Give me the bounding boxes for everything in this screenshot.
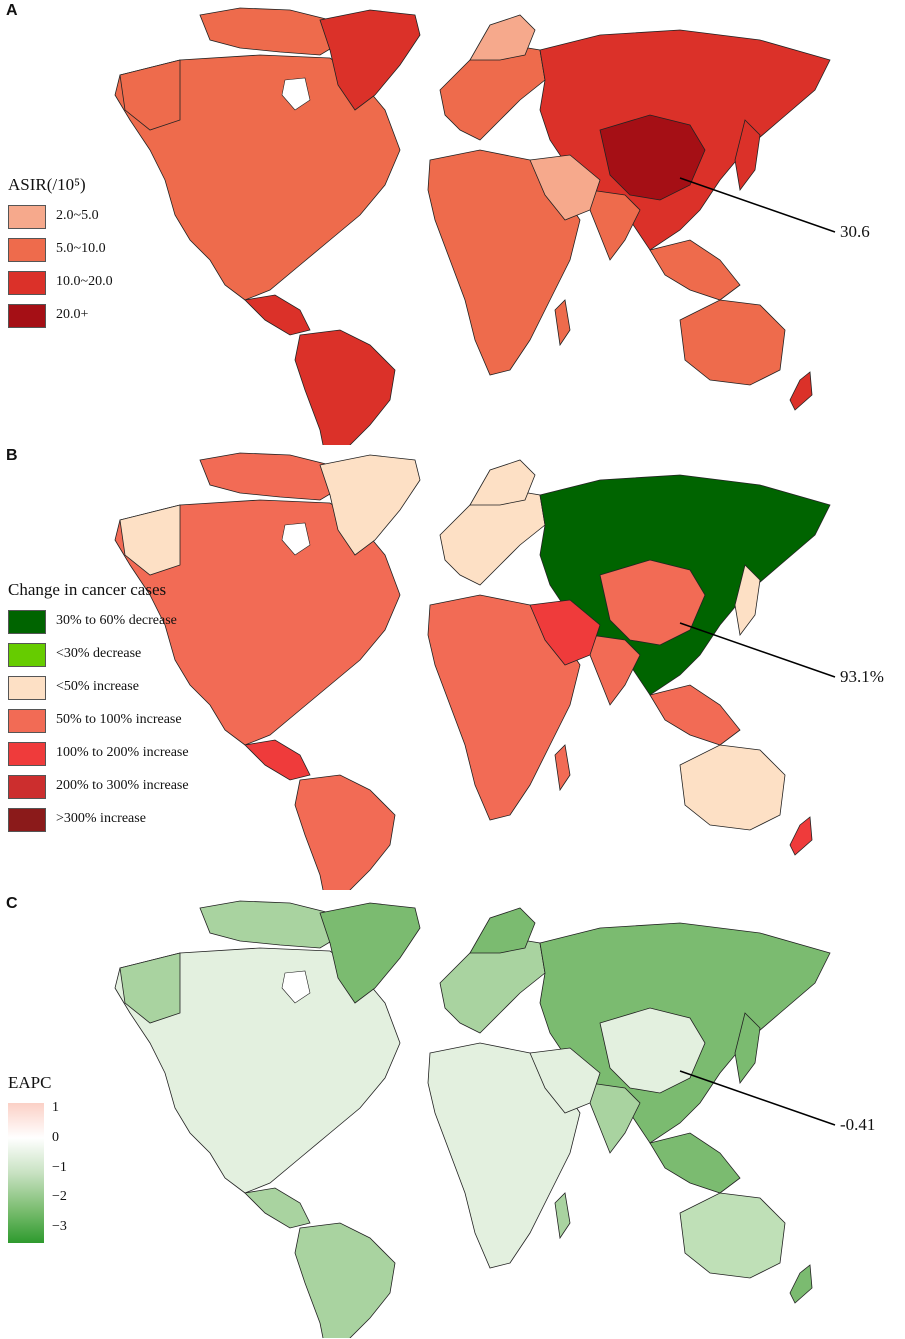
panel-a: A 30.6 ASIR(/10⁵) 2.0~5.0 5.0~10.0 10.0~20.0 2… [0,0,905,445]
china-callout-value: -0.41 [840,1115,876,1134]
region-india [589,1082,641,1154]
region-greenland [319,902,421,1004]
callout-line [679,622,836,678]
region-madagascar [554,299,571,347]
legend-swatch [8,709,46,733]
china-callout-value: 30.6 [840,222,870,241]
region-middleEast [529,599,601,666]
region-india [589,189,641,261]
region-china [599,114,706,201]
region-middleEast [529,1047,601,1114]
legend-swatch [8,808,46,832]
china-callout-value: 93.1% [840,667,884,686]
region-hudson-bay [281,970,311,1004]
panel-letter: B [6,447,18,464]
legend-swatch [8,238,46,262]
region-madagascar [554,744,571,792]
region-alaska [119,952,181,1024]
region-scandinavia [469,14,536,61]
region-canadaArctic [199,900,346,949]
region-middleEast [529,154,601,221]
region-centralAmerica [244,739,311,781]
colorbar [8,1103,44,1243]
world-map [114,452,836,890]
colorbar-tick-label: −1 [52,1159,67,1175]
region-japan [734,1012,761,1084]
region-china [599,1007,706,1094]
legend-swatch [8,271,46,295]
region-scandinavia [469,459,536,506]
region-canadaArctic [199,7,346,56]
legend-swatch [8,775,46,799]
region-centralAmerica [244,294,311,336]
legend-swatch [8,742,46,766]
panel-letter: C [6,895,18,912]
legend-title: ASIR(/10⁵) [8,175,86,194]
region-japan [734,564,761,636]
region-australia [679,299,786,386]
world-map [114,900,836,1338]
legend-label: 50% to 100% increase [56,712,182,727]
legend-swatch [8,610,46,634]
legend-label: >300% increase [56,811,146,826]
region-scandinavia [469,907,536,954]
colorbar-tick-label: −2 [52,1189,67,1205]
region-australia [679,744,786,831]
colorbar-tick-label: 1 [52,1099,59,1115]
legend-label: 10.0~20.0 [56,274,113,289]
legend-label: 100% to 200% increase [56,745,189,760]
region-southAmerica [294,774,396,890]
region-newZealand [789,816,813,856]
legend-label: 200% to 300% increase [56,778,189,793]
colorbar-tick-label: −3 [52,1219,67,1235]
colorbar-tick-label: 0 [52,1129,59,1145]
legend-label: 30% to 60% decrease [56,613,177,628]
legend-label: <30% decrease [56,646,142,661]
panel-letter: A [6,2,18,19]
region-newZealand [789,1264,813,1304]
panel-c: C -0.41 EAPC 1 0 −1 −2 −3 [0,893,905,1338]
panel-b: B 93.1% Change in cancer cases 30% to 60% d… [0,445,905,890]
region-seAsia [649,684,741,746]
region-greenland [319,454,421,556]
legend-swatch [8,304,46,328]
region-southAmerica [294,329,396,445]
region-newZealand [789,371,813,411]
region-canadaArctic [199,452,346,501]
legend-title: EAPC [8,1073,52,1092]
region-centralAmerica [244,1187,311,1229]
callout-line [679,1070,836,1126]
region-australia [679,1192,786,1279]
world-map [114,7,836,445]
region-southAmerica [294,1222,396,1338]
region-china [599,559,706,646]
legend-label: <50% increase [56,679,139,694]
region-alaska [119,59,181,131]
callout-line [679,177,836,233]
region-seAsia [649,1132,741,1194]
region-hudson-bay [281,522,311,556]
legend-swatch [8,643,46,667]
region-alaska [119,504,181,576]
region-madagascar [554,1192,571,1240]
region-india [589,634,641,706]
legend-swatch [8,205,46,229]
legend-title: Change in cancer cases [8,580,167,599]
legend-label: 20.0+ [56,307,89,322]
legend-swatch [8,676,46,700]
region-greenland [319,9,421,111]
region-japan [734,119,761,191]
region-seAsia [649,239,741,301]
legend-label: 5.0~10.0 [56,241,106,256]
legend-label: 2.0~5.0 [56,208,99,223]
region-hudson-bay [281,77,311,111]
